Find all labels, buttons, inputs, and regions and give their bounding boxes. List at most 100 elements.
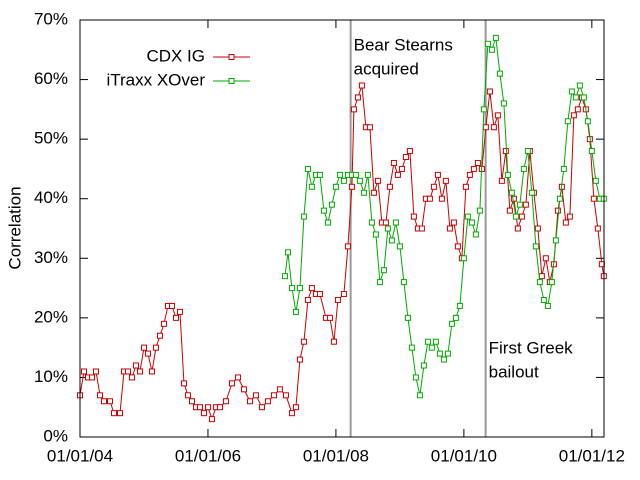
y-tick-label: 30% [34,248,68,267]
point-marker [426,195,433,202]
point-marker [468,219,475,226]
point-marker [348,183,355,190]
point-marker [352,171,359,178]
point-marker [588,148,595,155]
point-marker [340,291,347,298]
point-marker [594,225,601,232]
point-marker [240,386,247,393]
point-marker [442,177,449,184]
y-tick-label: 50% [34,129,68,148]
point-marker [452,314,459,321]
x-tick-label: 01/01/06 [175,446,241,465]
point-marker [444,350,451,357]
point-marker [570,112,577,119]
point-marker [494,112,501,119]
point-marker [522,201,529,208]
x-tick-label: 01/01/12 [559,446,625,465]
point-marker [196,404,203,411]
point-marker [382,219,389,226]
annotation-text: First Greek [489,338,574,357]
point-marker [544,302,551,309]
point-marker [80,368,87,375]
point-marker [252,392,259,399]
point-marker [436,350,443,357]
point-marker [482,124,489,131]
point-marker [466,171,473,178]
point-marker [396,243,403,250]
point-marker [540,296,547,303]
point-marker [406,148,413,155]
point-marker [464,213,471,220]
point-marker [574,106,581,113]
point-marker [292,308,299,315]
point-marker [502,148,509,155]
point-marker [124,368,131,375]
point-marker [528,189,535,196]
point-marker [486,88,493,95]
point-marker [498,177,505,184]
point-marker [408,344,415,351]
point-marker [510,195,517,202]
point-marker [304,165,311,172]
point-marker [128,374,135,381]
point-marker [354,94,361,101]
point-marker [106,398,113,405]
point-marker [496,70,503,77]
point-marker [372,231,379,238]
point-marker [580,94,587,101]
point-marker [296,285,303,292]
point-marker [282,392,289,399]
point-marker [292,404,299,411]
point-marker [562,219,569,226]
point-marker [92,368,99,375]
point-marker [316,171,323,178]
legend-marker [228,78,235,84]
point-marker [208,416,215,423]
point-marker [288,410,295,417]
point-marker [200,410,207,417]
point-marker [144,350,151,357]
point-marker [308,183,315,190]
point-marker [524,148,531,155]
point-marker [358,82,365,89]
x-tick-label: 01/01/10 [431,446,497,465]
point-marker [430,183,437,190]
point-marker [148,368,155,375]
point-marker [548,279,555,286]
point-marker [534,225,541,232]
y-tick-label: 70% [34,9,68,28]
point-marker [398,165,405,172]
point-marker [400,279,407,286]
x-tick-label: 01/01/04 [47,446,113,465]
point-marker [438,195,445,202]
point-marker [350,106,357,113]
point-marker [136,368,143,375]
point-marker [380,267,387,274]
point-marker [320,207,327,214]
point-marker [474,159,481,166]
point-marker [246,398,253,405]
point-marker [326,314,333,321]
point-marker [222,398,229,405]
point-marker [390,159,397,166]
point-marker [404,314,411,321]
point-marker [284,249,291,256]
point-marker [512,213,519,220]
point-marker [88,374,95,381]
point-marker [328,201,335,208]
point-marker [172,314,179,321]
point-marker [504,171,511,178]
point-marker [336,171,343,178]
y-tick-label: 20% [34,307,68,326]
point-marker [552,237,559,244]
legend-label: CDX IG [146,46,205,65]
point-marker [576,82,583,89]
point-marker [538,273,545,280]
x-tick-label: 01/01/08 [303,446,369,465]
point-marker [516,201,523,208]
point-marker [176,308,183,315]
point-marker [480,106,487,113]
point-marker [366,124,373,131]
point-marker [234,374,241,381]
